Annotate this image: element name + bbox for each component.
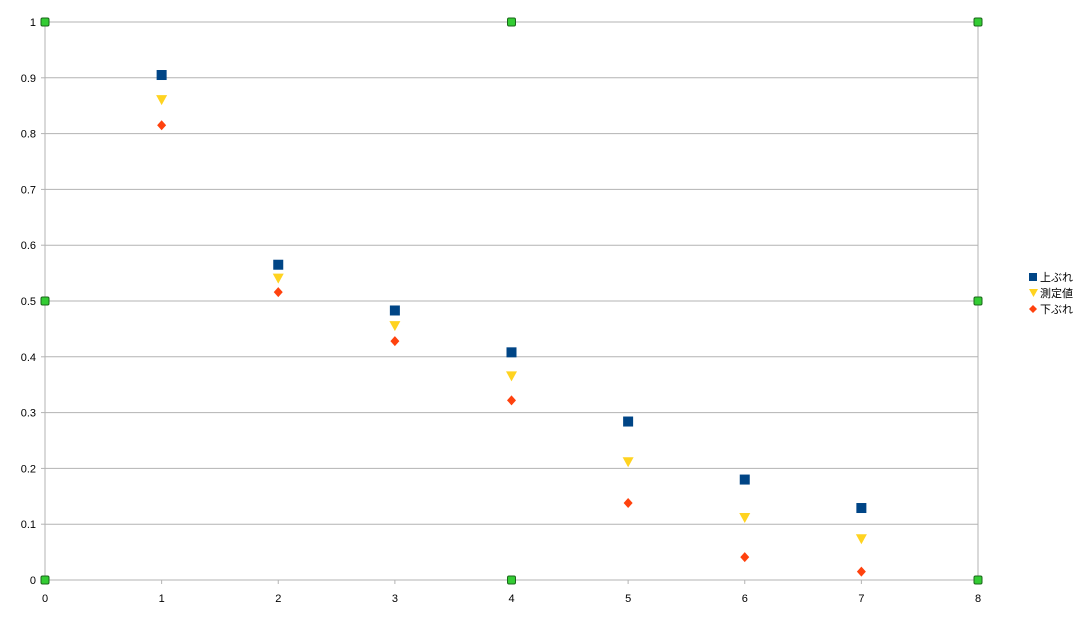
axes [41,21,979,584]
data-point-series-2 [739,513,751,524]
selection-handle[interactable] [973,296,983,306]
gridlines [45,21,978,581]
data-point-series-1 [389,305,400,316]
x-tick-label: 3 [392,593,398,605]
y-tick-label: 0.9 [21,73,36,85]
data-point-series-1 [506,347,517,358]
y-tick-label: 0.1 [21,519,36,531]
legend-marker [1029,289,1038,297]
selection-handles[interactable] [40,17,983,585]
x-tick-label: 7 [858,593,864,605]
selection-handle[interactable] [40,575,50,585]
data-point-series-2 [506,371,517,382]
legend-label: 上ぶれ [1040,271,1073,284]
y-tick-label: 0.4 [21,352,36,364]
x-tick-label: 8 [975,593,981,605]
data-point-series-2 [389,321,401,332]
legend-label: 下ぶれ [1040,303,1073,316]
data-point-series-3 [623,497,633,508]
selection-handle[interactable] [973,17,983,27]
y-tick-label: 0.8 [21,129,36,141]
data-point-series-3 [273,287,283,298]
x-tick-label: 5 [625,593,631,605]
data-point-series-1 [739,474,750,485]
data-point-series-1 [273,259,284,270]
data-point-series-1 [856,503,867,514]
x-tick-label: 4 [508,593,514,605]
data-point-series-3 [740,552,750,563]
data-point-series-2 [855,534,867,545]
selection-handle[interactable] [507,575,516,585]
y-tick-label: 0.5 [21,296,36,308]
data-point-series-2 [156,95,168,106]
y-tick-label: 0.7 [21,184,36,196]
x-tick-label: 6 [742,593,748,605]
tick-labels: 0 0.1 0.2 0.3 0.4 0.5 0.6 0.7 0.8 0.9 1 0 1 2 3 4 5 6 7 8 [21,17,981,605]
x-tick-label: 0 [42,593,48,605]
x-tick-label: 2 [275,593,281,605]
data-point-series-3 [157,120,167,131]
y-tick-label: 0.6 [21,240,36,252]
legend-marker [1029,305,1037,313]
data-point-series-2 [622,457,634,468]
data-point-series-3 [390,336,400,347]
selection-handle[interactable] [40,17,50,27]
selection-handle[interactable] [40,296,50,306]
legend-label: 測定値 [1040,286,1073,300]
data-point-series-3 [507,395,516,406]
selection-handle[interactable] [973,575,983,585]
y-tick-label: 1 [30,17,36,29]
y-tick-label: 0.3 [21,408,36,420]
data-marks [156,70,867,577]
y-tick-label: 0.2 [21,463,36,475]
x-tick-label: 1 [159,593,165,605]
y-tick-label: 0 [30,575,36,587]
data-point-series-1 [156,70,167,81]
selection-handle[interactable] [507,17,516,27]
data-point-series-2 [272,273,284,284]
legend-marker [1029,273,1037,281]
data-point-series-1 [623,416,634,427]
data-point-series-3 [856,566,866,577]
